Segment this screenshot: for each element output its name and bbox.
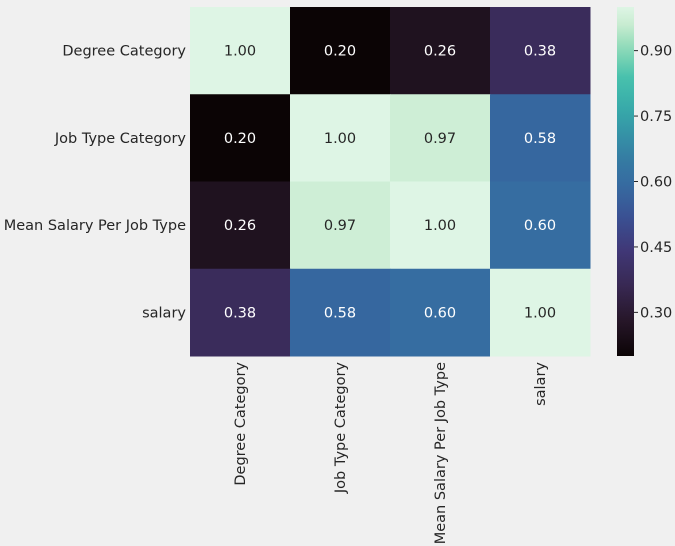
colorbar-tick-label: 0.45 [640, 240, 672, 256]
cell-value-label: 0.97 [424, 131, 456, 147]
heatmap-cells: 1.00 0.20 0.26 0.38 0.20 1.00 0.97 0.58 0.26 0.97… [190, 7, 591, 357]
column-tick-label: Mean Salary Per Job Type [433, 362, 449, 544]
heatmap-cell [390, 94, 491, 182]
heatmap-cell [190, 94, 291, 182]
cell-value-label: 0.60 [424, 305, 456, 321]
column-tick-label: Job Type Category [333, 362, 349, 495]
heatmap-cell [490, 7, 591, 95]
cell-value-label: 0.58 [324, 305, 356, 321]
cell-value-label: 1.00 [524, 305, 556, 321]
row-tick-label: salary [142, 305, 186, 321]
colorbar-gradient [617, 7, 634, 356]
heatmap-cell [190, 268, 291, 357]
heatmap-cell [290, 94, 391, 182]
cell-value-label: 0.58 [524, 131, 556, 147]
colorbar-tick-label: 0.30 [640, 305, 672, 321]
cell-value-label: 0.38 [524, 44, 556, 60]
cell-value-label: 1.00 [424, 218, 456, 234]
heatmap-cell [390, 181, 491, 270]
heatmap-cell [290, 7, 391, 95]
cell-value-label: 1.00 [224, 44, 256, 60]
colorbar-tick-label: 0.75 [640, 109, 672, 125]
row-tick-label: Job Type Category [54, 131, 187, 147]
cell-value-label: 0.60 [524, 218, 556, 234]
colorbar-tick-label: 0.90 [640, 44, 672, 60]
heatmap-cell [490, 94, 591, 182]
cell-value-label: 0.38 [224, 305, 256, 321]
heatmap-cell [390, 268, 491, 357]
cell-value-label: 0.26 [224, 218, 256, 234]
colorbar: 0.30 0.45 0.60 0.75 0.90 [617, 7, 672, 356]
cell-value-label: 0.26 [424, 44, 456, 60]
heatmap-cell [490, 181, 591, 270]
cell-value-label: 1.00 [324, 131, 356, 147]
heatmap-cell [190, 181, 291, 270]
heatmap-cell [290, 268, 391, 357]
colorbar-tick-label: 0.60 [640, 175, 672, 191]
row-tick-label: Degree Category [62, 44, 186, 60]
column-tick-label: salary [533, 362, 549, 406]
cell-value-label: 0.97 [324, 218, 356, 234]
heatmap-cell [190, 7, 291, 95]
row-labels: Degree Category Job Type Category Mean Sal… [4, 44, 187, 322]
cell-value-label: 0.20 [224, 131, 256, 147]
heatmap-cell [290, 181, 391, 270]
cell-value-label: 0.20 [324, 44, 356, 60]
row-tick-label: Mean Salary Per Job Type [4, 218, 186, 234]
column-labels: Degree Category Job Type Category Mean Sal… [233, 362, 549, 545]
heatmap-cell [390, 7, 491, 95]
heatmap-cell [490, 268, 591, 357]
column-tick-label: Degree Category [233, 362, 249, 486]
